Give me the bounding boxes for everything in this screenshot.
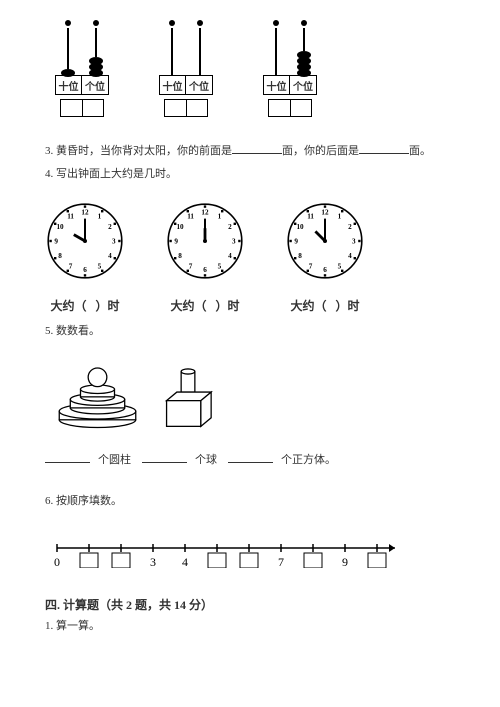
svg-text:1: 1 — [218, 213, 222, 221]
clock-label: 大约（ ）时 — [50, 297, 119, 314]
stacked-shape — [55, 361, 140, 431]
svg-text:9: 9 — [342, 555, 348, 568]
svg-text:7: 7 — [309, 263, 313, 271]
svg-text:10: 10 — [176, 223, 184, 231]
clock-2: 123456789101112 大约（ ）时 — [165, 201, 245, 314]
label: 个正方体。 — [281, 454, 336, 466]
svg-text:3: 3 — [112, 238, 116, 246]
clock-label: 大约（ ）时 — [290, 297, 359, 314]
svg-text:12: 12 — [81, 209, 89, 217]
abacus-row: 十位 个位 十位 个位 十位 个位 — [55, 20, 455, 117]
clock-label: 大约（ ）时 — [170, 297, 239, 314]
svg-text:0: 0 — [54, 555, 60, 568]
svg-text:9: 9 — [294, 238, 298, 246]
svg-text:4: 4 — [108, 252, 112, 260]
blank[interactable] — [232, 142, 282, 154]
svg-text:1: 1 — [98, 213, 102, 221]
answer-boxes[interactable] — [60, 99, 104, 117]
blank[interactable] — [359, 142, 409, 154]
number-line: 0 3 4 7 9 — [45, 528, 455, 568]
clock-3: 123456789101112 大约（ ）时 — [285, 201, 365, 314]
svg-text:6: 6 — [203, 267, 207, 275]
svg-text:7: 7 — [278, 555, 284, 568]
svg-text:3: 3 — [352, 238, 356, 246]
svg-text:12: 12 — [321, 209, 329, 217]
abacus-1: 十位 个位 — [55, 20, 109, 117]
svg-text:1: 1 — [338, 213, 342, 221]
abacus-3: 十位 个位 — [263, 20, 317, 117]
answer-boxes[interactable] — [164, 99, 208, 117]
tens-label: 十位 — [264, 76, 290, 94]
tens-label: 十位 — [160, 76, 186, 94]
svg-text:2: 2 — [108, 223, 112, 231]
section-4-head: 四. 计算题（共 2 题，共 14 分） — [45, 596, 455, 613]
svg-text:11: 11 — [187, 213, 194, 221]
shapes-row — [55, 361, 455, 431]
svg-text:7: 7 — [69, 263, 73, 271]
blank[interactable] — [228, 451, 273, 463]
svg-text:10: 10 — [56, 223, 64, 231]
question-4: 4. 写出钟面上大约是几时。 — [45, 165, 455, 184]
svg-text:3: 3 — [232, 238, 236, 246]
blank[interactable] — [142, 451, 187, 463]
svg-text:5: 5 — [98, 263, 102, 271]
ones-label: 个位 — [186, 76, 212, 94]
svg-text:11: 11 — [67, 213, 74, 221]
svg-text:2: 2 — [228, 223, 232, 231]
q3-text-a: 3. 黄昏时，当你背对太阳，你的前面是 — [45, 145, 232, 157]
clock-1: 123456789101112 大约（ ）时 — [45, 201, 125, 314]
svg-text:11: 11 — [307, 213, 314, 221]
clock-face: 123456789101112 — [285, 201, 365, 281]
section-4-q1: 1. 算一算。 — [45, 617, 455, 636]
ones-label: 个位 — [290, 76, 316, 94]
svg-text:8: 8 — [58, 252, 62, 260]
q5-blanks: 个圆柱 个球 个正方体。 — [45, 451, 455, 470]
answer-boxes[interactable] — [268, 99, 312, 117]
tens-label: 十位 — [56, 76, 82, 94]
question-3: 3. 黄昏时，当你背对太阳，你的前面是 面，你的后面是 面。 — [45, 142, 455, 161]
svg-text:8: 8 — [178, 252, 182, 260]
abacus-labels: 十位 个位 — [263, 75, 317, 95]
svg-text:10: 10 — [296, 223, 304, 231]
label: 个球 — [195, 454, 217, 466]
svg-text:4: 4 — [228, 252, 232, 260]
svg-text:3: 3 — [150, 555, 156, 568]
abacus-2: 十位 个位 — [159, 20, 213, 117]
abacus-labels: 十位 个位 — [55, 75, 109, 95]
label: 个圆柱 — [98, 454, 131, 466]
question-5: 5. 数数看。 — [45, 322, 455, 341]
clock-face: 123456789101112 — [45, 201, 125, 281]
svg-text:6: 6 — [323, 267, 327, 275]
svg-text:6: 6 — [83, 267, 87, 275]
svg-text:7: 7 — [189, 263, 193, 271]
svg-text:5: 5 — [218, 263, 222, 271]
abacus-labels: 十位 个位 — [159, 75, 213, 95]
svg-text:4: 4 — [182, 555, 188, 568]
svg-text:9: 9 — [54, 238, 58, 246]
cube-cylinder — [158, 366, 218, 431]
clock-row: 123456789101112 大约（ ）时 123456789101112 大… — [45, 201, 455, 314]
svg-text:12: 12 — [201, 209, 209, 217]
svg-text:8: 8 — [298, 252, 302, 260]
question-6: 6. 按顺序填数。 — [45, 492, 455, 511]
svg-text:4: 4 — [348, 252, 352, 260]
q3-text-b: 面，你的后面是 — [282, 145, 359, 157]
blank[interactable] — [45, 451, 90, 463]
q3-text-c: 面。 — [409, 145, 431, 157]
clock-face: 123456789101112 — [165, 201, 245, 281]
svg-text:2: 2 — [348, 223, 352, 231]
svg-text:5: 5 — [338, 263, 342, 271]
ones-label: 个位 — [82, 76, 108, 94]
svg-text:9: 9 — [174, 238, 178, 246]
